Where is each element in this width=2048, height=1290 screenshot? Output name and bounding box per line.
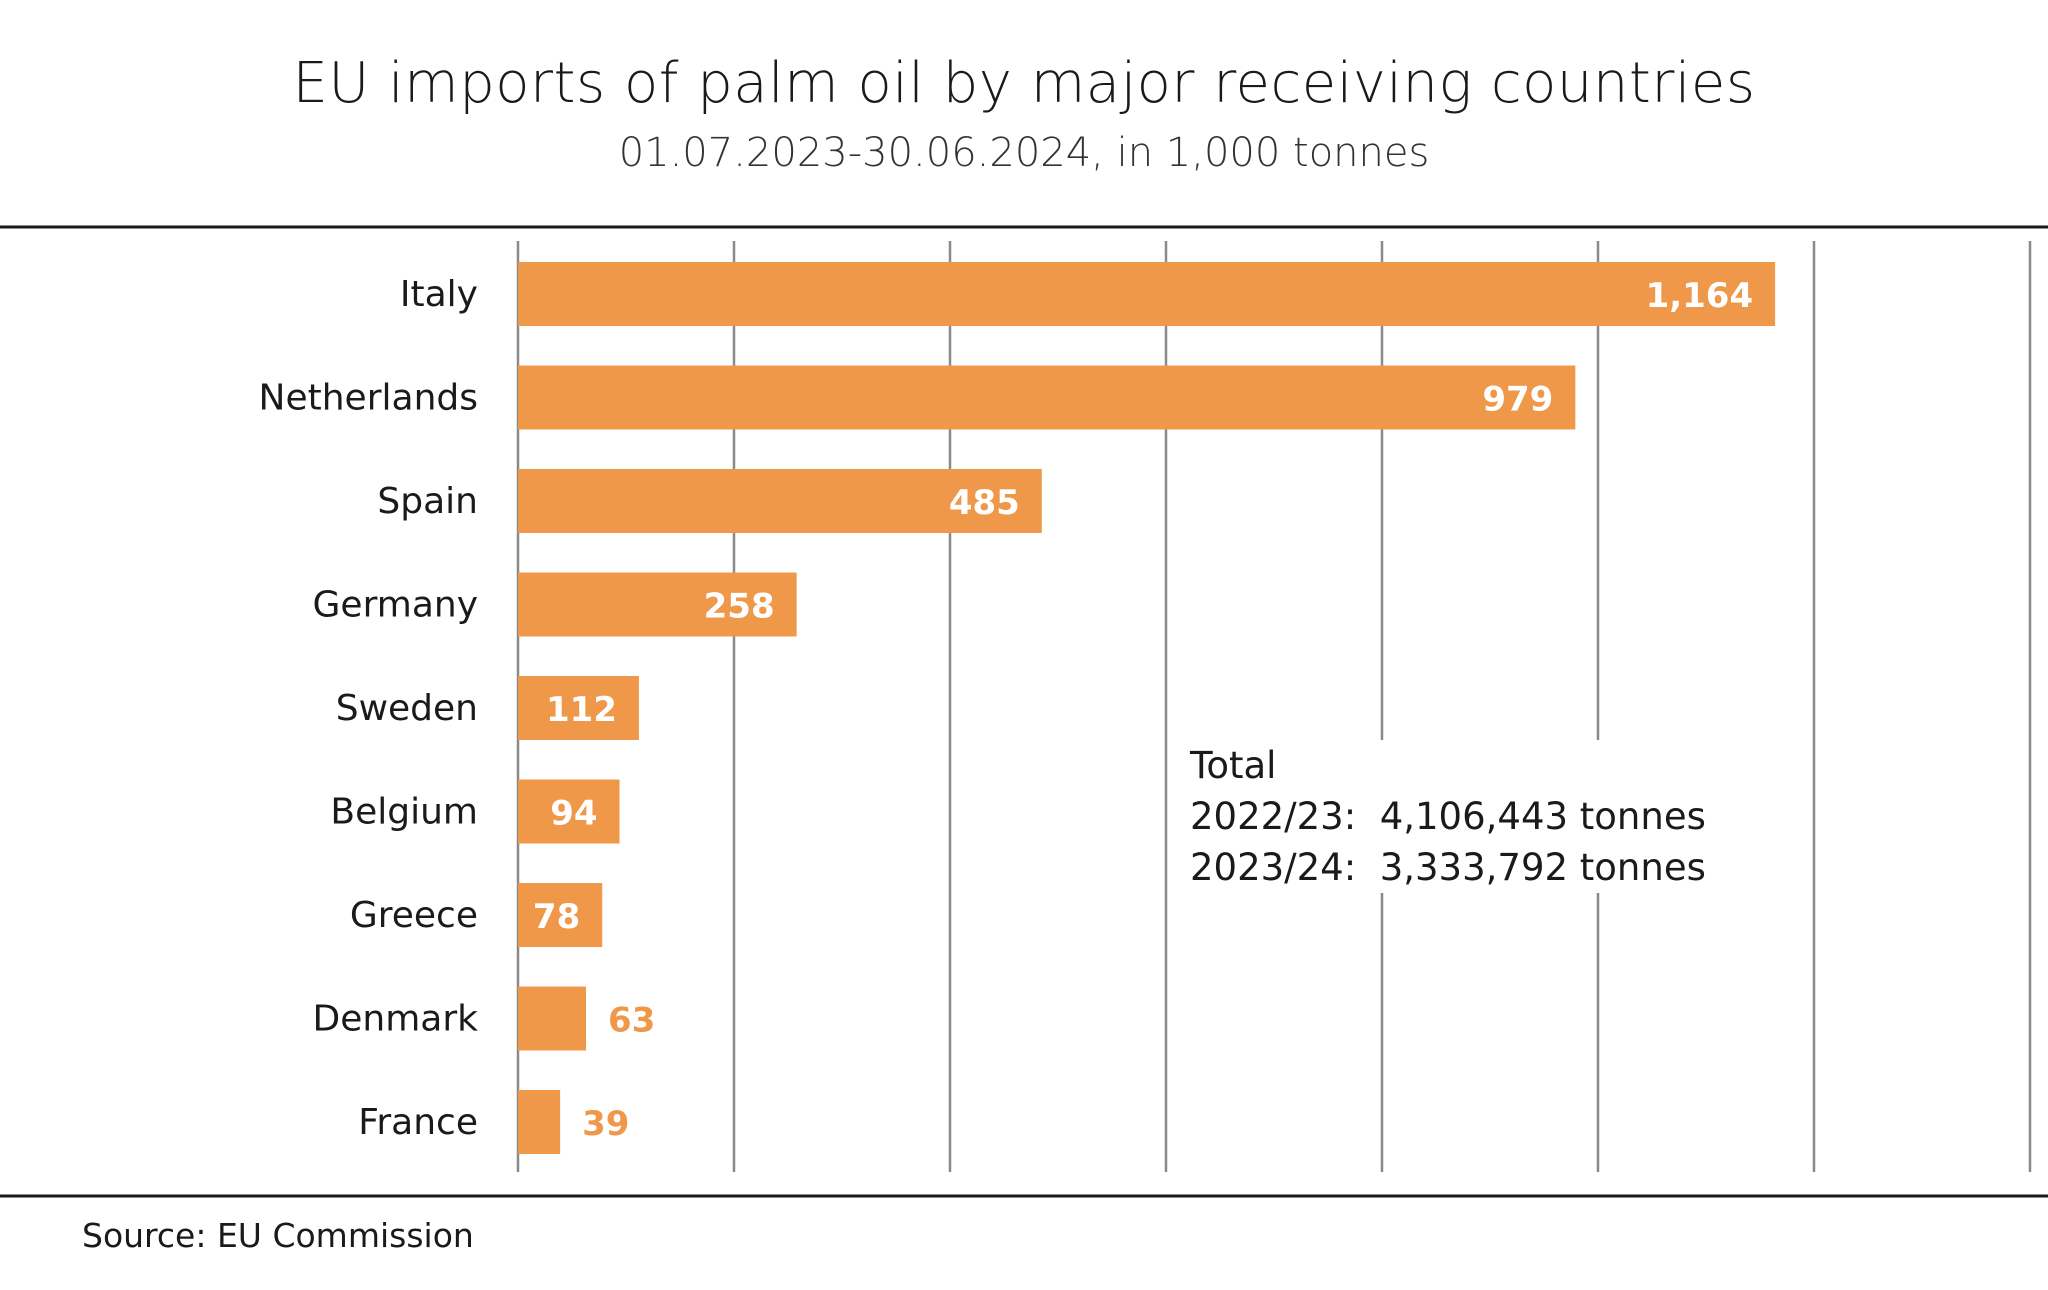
bar (518, 572, 797, 637)
data-label: 39 (582, 1104, 629, 1144)
data-label: 78 (533, 897, 580, 937)
data-label: 1,164 (1646, 276, 1754, 316)
bar (518, 469, 1042, 533)
data-label: 258 (704, 587, 775, 627)
bar (518, 262, 1776, 326)
data-label: 485 (949, 483, 1020, 523)
category-label: Spain (377, 481, 478, 522)
bar (518, 676, 639, 740)
data-label: 94 (550, 794, 597, 834)
bar (518, 365, 1576, 430)
data-label: 112 (546, 690, 617, 730)
total-value: 4,106,443 tonnes (1379, 795, 1706, 838)
category-label: Germany (313, 585, 478, 626)
data-label: 979 (1482, 380, 1553, 420)
bar (518, 1090, 561, 1154)
chart-title: EU imports of palm oil by major receivin… (292, 51, 1756, 116)
category-label: Italy (400, 274, 478, 315)
total-box: Total 2022/23: 4,106,443 tonnes 2023/24:… (1190, 740, 1714, 893)
total-row-2023-24: 2023/24: 3,333,792 tonnes (1190, 842, 1706, 893)
category-label: Denmark (313, 999, 479, 1040)
source-note: Source: EU Commission (82, 1216, 474, 1255)
category-label: France (358, 1102, 478, 1143)
chart-subtitle: 01.07.2023-30.06.2024, in 1,000 tonnes (618, 130, 1430, 176)
bar (518, 883, 603, 947)
category-label: Sweden (336, 688, 478, 729)
total-row-2022-23: 2022/23: 4,106,443 tonnes (1190, 791, 1706, 842)
category-label: Netherlands (259, 378, 478, 419)
bar (518, 779, 620, 844)
category-label: Greece (350, 895, 478, 936)
data-label: 63 (608, 1001, 655, 1041)
total-period: 2022/23: (1190, 795, 1357, 838)
category-label: Belgium (330, 792, 478, 833)
total-period: 2023/24: (1190, 846, 1357, 889)
total-heading: Total (1190, 744, 1277, 787)
bar (518, 986, 587, 1051)
total-value: 3,333,792 tonnes (1379, 846, 1706, 889)
